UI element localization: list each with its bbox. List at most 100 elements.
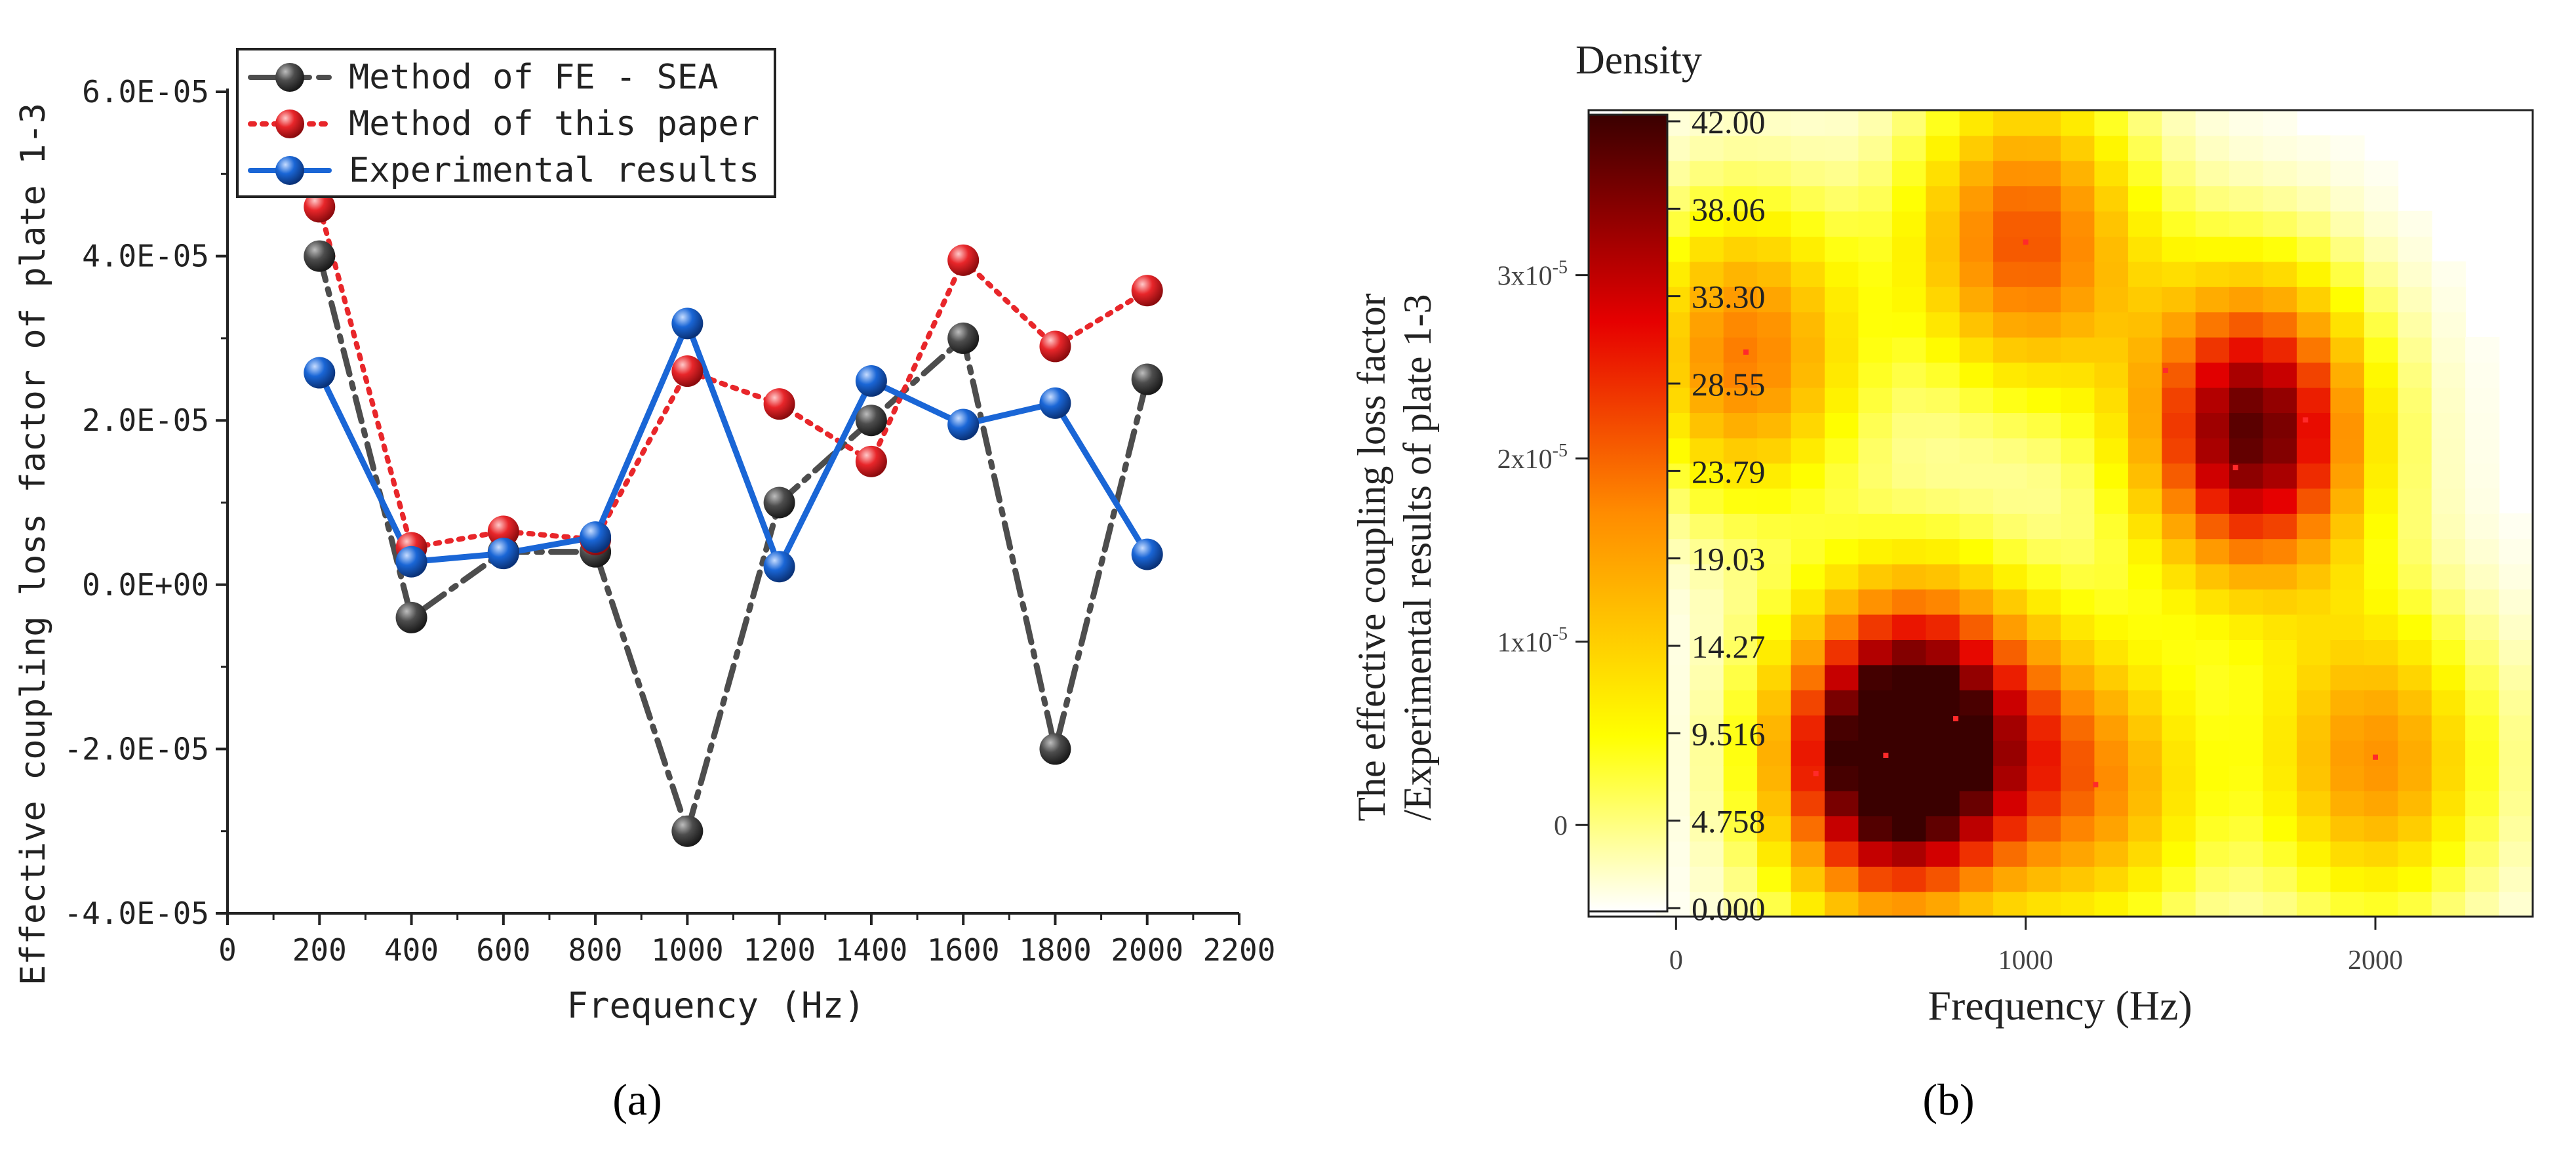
heatmap-cell xyxy=(1993,866,2028,892)
heatmap-cell xyxy=(2128,186,2163,212)
heatmap-cell xyxy=(2229,816,2264,842)
heatmap-cell xyxy=(2364,463,2399,489)
series-marker xyxy=(580,521,612,553)
heatmap-cell xyxy=(2465,765,2500,791)
heatmap-cell xyxy=(2364,740,2399,766)
heatmap-cell xyxy=(1690,135,1724,161)
heatmap-cell xyxy=(2297,589,2331,615)
heatmap-cell xyxy=(2398,210,2432,237)
heatmap-cell xyxy=(2297,336,2331,363)
heatmap-cell xyxy=(1926,690,1960,716)
heatmap-cell xyxy=(1723,311,1758,338)
heatmap-cell xyxy=(2027,589,2061,615)
heatmap-cell xyxy=(2195,186,2230,212)
heatmap-point xyxy=(2163,367,2168,373)
heatmap-cell xyxy=(1825,538,1859,565)
heatmap-cell xyxy=(2263,513,2297,540)
heatmap-cell xyxy=(1825,210,1859,237)
heatmap-cell xyxy=(1757,790,1792,816)
heatmap-cell xyxy=(1825,437,1859,464)
heatmap-cell xyxy=(1858,362,1893,388)
heatmap-cell xyxy=(2162,614,2196,640)
heatmap-cell xyxy=(2162,790,2196,816)
heatmap-cell xyxy=(2195,639,2230,665)
heatmap-cell xyxy=(1723,336,1758,363)
heatmap-cell xyxy=(1926,614,1960,640)
y-tick-label: 0 xyxy=(1554,811,1568,841)
heatmap-cell xyxy=(2431,336,2466,363)
y-tick-label: 1x10-5 xyxy=(1497,624,1568,658)
heatmap-cell xyxy=(2195,412,2230,439)
heatmap-cell xyxy=(2431,538,2466,565)
heatmap-cell xyxy=(2330,614,2365,640)
heatmap-cell xyxy=(2195,463,2230,489)
heatmap-cell xyxy=(2094,488,2129,514)
heatmap-cell xyxy=(1858,488,1893,514)
heatmap-cell xyxy=(2162,210,2196,237)
heatmap-cell xyxy=(1926,816,1960,842)
heatmap-cell xyxy=(2094,816,2129,842)
heatmap-cell xyxy=(2162,362,2196,388)
heatmap-cell xyxy=(2431,261,2466,287)
heatmap-cell xyxy=(1959,311,1994,338)
heatmap-cell xyxy=(1858,589,1893,615)
heatmap-cell xyxy=(2094,110,2129,136)
heatmap-cell xyxy=(2297,210,2331,237)
heatmap-cell xyxy=(2364,387,2399,413)
heatmap-cell xyxy=(2297,135,2331,161)
heatmap-cell xyxy=(2229,261,2264,287)
heatmap-cell xyxy=(1825,614,1859,640)
heatmap-cell xyxy=(1791,866,1825,892)
colorbar-tick-label: 33.30 xyxy=(1692,279,1766,315)
heatmap-cell xyxy=(2263,236,2297,262)
heatmap-cell xyxy=(2330,160,2365,187)
heatmap-cell xyxy=(2195,690,2230,716)
heatmap-cell xyxy=(2431,488,2466,514)
heatmap-cell xyxy=(1993,412,2028,439)
heatmap-cell xyxy=(2195,488,2230,514)
heatmap-cell xyxy=(1892,236,1927,262)
heatmap-cell xyxy=(1892,639,1927,665)
heatmap-cell xyxy=(1791,589,1825,615)
heatmap-cell xyxy=(2094,437,2129,464)
series-marker xyxy=(395,546,427,578)
heatmap-cell xyxy=(2128,816,2163,842)
heatmap-cell xyxy=(2162,690,2196,716)
heatmap-cell xyxy=(2195,866,2230,892)
heatmap-cell xyxy=(2330,236,2365,262)
heatmap-cell xyxy=(2027,186,2061,212)
heatmap-cell xyxy=(1959,287,1994,313)
heatmap-cell xyxy=(1858,463,1893,489)
heatmap-cell xyxy=(2229,135,2264,161)
heatmap-cell xyxy=(2061,110,2095,136)
heatmap-cell xyxy=(2431,513,2466,540)
heatmap-cell xyxy=(1757,639,1792,665)
panel-a-y-axis-label: Effective coupling loss factor of plate … xyxy=(14,103,53,985)
heatmap-cell xyxy=(2398,841,2432,867)
heatmap-cell xyxy=(2128,463,2163,489)
panel-a-tick-labels: 0 200 400 600 800 1000 1200 1400 1600 1800 2000 220… xyxy=(64,74,1275,968)
heatmap-cell xyxy=(2431,816,2466,842)
colorbar-tick-label: 9.516 xyxy=(1692,715,1766,752)
heatmap-cell xyxy=(1791,336,1825,363)
heatmap-cell xyxy=(2162,261,2196,287)
heatmap-cell xyxy=(1993,311,2028,338)
heatmap-cell xyxy=(2465,790,2500,816)
heatmap-cell xyxy=(2330,816,2365,842)
heatmap-cell xyxy=(1926,538,1960,565)
heatmap-cell xyxy=(2229,311,2264,338)
series-line xyxy=(316,253,1151,835)
heatmap-cell xyxy=(1825,135,1859,161)
heatmap-cell xyxy=(2027,841,2061,867)
heatmap-cell xyxy=(2162,841,2196,867)
heatmap-cell xyxy=(1791,463,1825,489)
heatmap-cell xyxy=(2499,614,2533,640)
heatmap-point xyxy=(2373,754,2378,760)
y-tick-label: 0.0E+00 xyxy=(82,567,209,603)
heatmap-cell xyxy=(2465,488,2500,514)
heatmap-cell xyxy=(1791,311,1825,338)
heatmap-cell xyxy=(2061,311,2095,338)
heatmap-cell xyxy=(2027,311,2061,338)
heatmap-cell xyxy=(2027,362,2061,388)
heatmap-cell xyxy=(1892,589,1927,615)
